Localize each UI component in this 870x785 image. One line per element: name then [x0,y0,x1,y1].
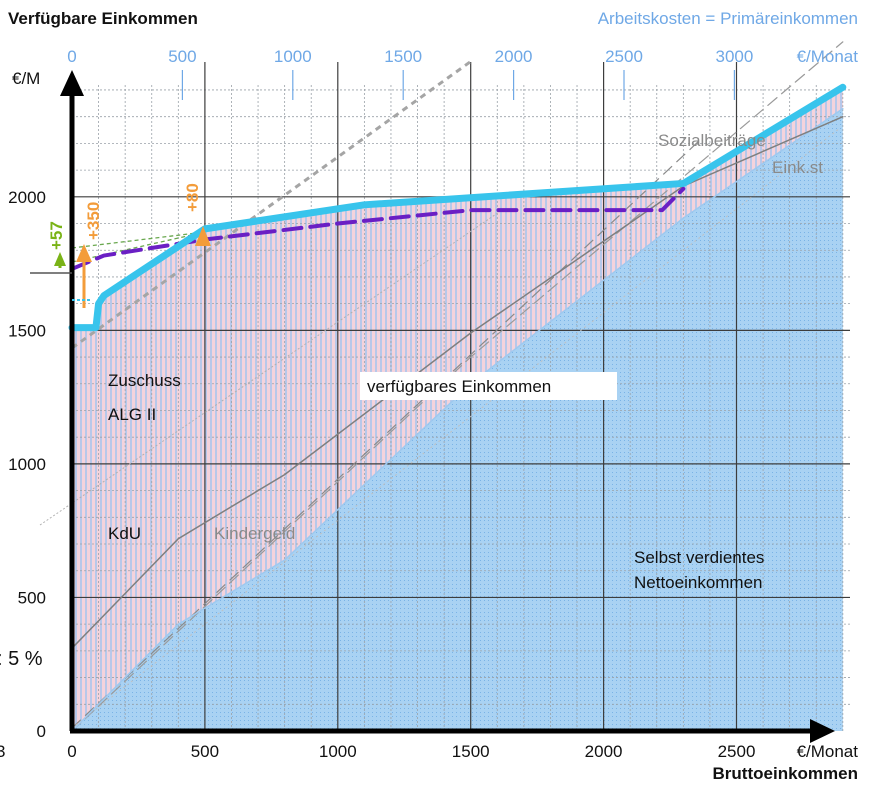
top-axis-label: Arbeitskosten = Primäreinkommen [598,9,858,28]
top-axis-tick-label: 3000 [715,47,753,66]
x-axis-tick-label: 1000 [319,742,357,761]
increase-markers [54,226,211,308]
series-selbst-verdient [71,107,844,732]
annotation-einkst: Eink.st [772,158,823,177]
y-axis-tick-label: 1500 [8,321,46,340]
series-lines [68,41,847,732]
x-axis-tick-label: 2000 [585,742,623,761]
alg2-subsidy-area [72,87,843,731]
annotation-verfuegbares-einkommen: verfügbares Einkommen [367,377,551,396]
top-axis-unit: €/Monat [797,47,859,66]
x-axis-unit: €/Monat [797,742,859,761]
y-axis-arrow [60,70,84,96]
annotation-zuschuss: Zuschuss [108,371,181,390]
series-kindergeld [71,115,844,649]
annotation-plus-80: +80 [183,183,202,212]
annotation-selbst-verdientes: Selbst verdientes [634,548,764,567]
top-axis-tick-label: 1000 [274,47,312,66]
annotation-plus-57: +57 [47,221,66,250]
top-axis-tick-label: 0 [67,47,76,66]
x-axis-label: Bruttoeinkommen [713,764,858,783]
marker-350-arrowhead [76,244,92,262]
series-reference-dashed [71,41,844,732]
series-verfuegbares-einkommen [68,83,847,332]
annotations: Zuschuss ALG II KdU Kindergeld verfügbar… [0,131,823,761]
marker-57-arrowhead [54,252,66,266]
axes [30,70,835,743]
top-axis-tick-label: 1500 [384,47,422,66]
annotation-alg2: ALG II [108,405,156,424]
y-axis-tick-label: 1000 [8,455,46,474]
annotation-plus-350: +350 [84,202,103,240]
guide-diagonal-grey-dashed [71,60,471,350]
annotation-sozialbeitraege: Sozialbeiträge [658,131,766,150]
annotation-five-percent: : 5 % [0,648,43,670]
marker-80-arrowhead [195,226,211,246]
chart-title: Verfügbare Einkommen [8,9,198,28]
annotation-three: 3 [0,742,5,761]
series-alternative-dashed [70,186,686,271]
y-axis-ticks: 0 500 1000 1500 2000 [8,188,46,741]
top-axis-tick-label: 2500 [605,47,643,66]
guide-diagonal-thin-dotted [39,207,506,526]
x-axis-arrow [810,719,835,743]
x-axis-ticks: 0 500 1000 1500 2000 2500 [67,742,755,761]
guide-green-1 [71,231,206,263]
net-income-area [72,108,843,732]
annotation-kindergeld: Kindergeld [214,524,295,543]
top-axis-tick-label: 2000 [495,47,533,66]
annotation-income-label-box [360,372,617,400]
y-axis-unit: €/M [12,69,40,88]
annotation-nettoeinkommen: Nettoeinkommen [634,573,763,592]
top-axis-tick-label: 500 [168,47,196,66]
guide-green-2 [71,231,206,249]
annotation-kdu: KdU [108,524,141,543]
y-axis-tick-label: 2000 [8,188,46,207]
guide-lines [39,60,841,729]
top-axis-ticks: 0 500 1000 1500 2000 2500 3000 [67,47,753,100]
x-axis-tick-label: 0 [67,742,76,761]
y-axis-tick-label: 0 [37,722,46,741]
x-axis-tick-label: 1500 [452,742,490,761]
y-axis-tick-label: 500 [18,588,46,607]
x-axis-tick-label: 500 [191,742,219,761]
x-axis-tick-label: 2500 [718,742,756,761]
